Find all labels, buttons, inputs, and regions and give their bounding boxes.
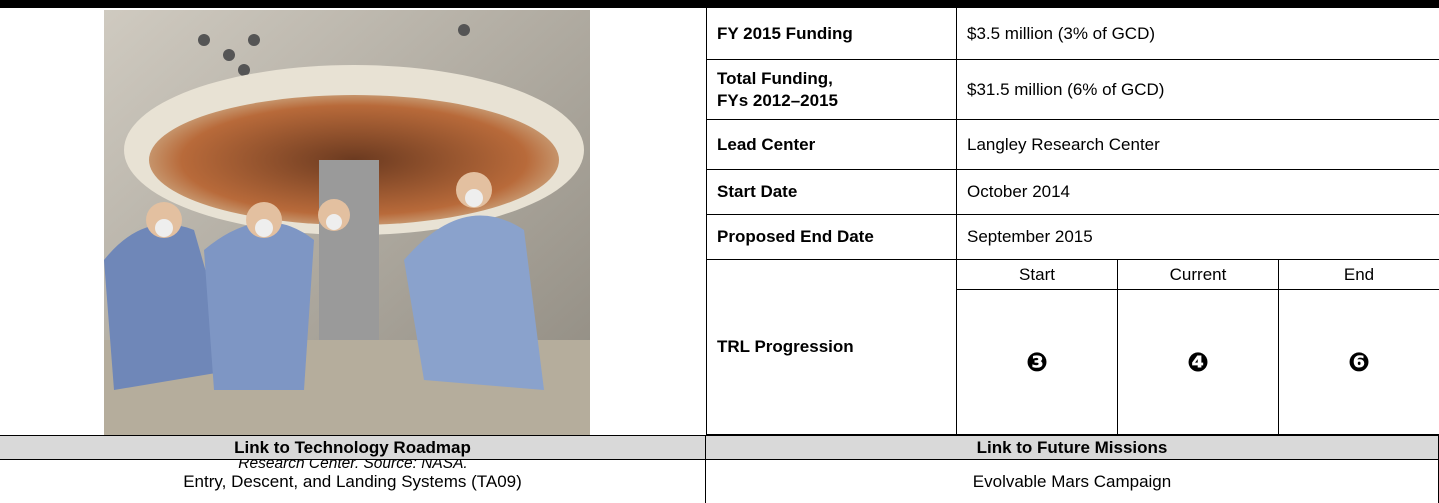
row-value: $31.5 million (6% of GCD) bbox=[957, 60, 1439, 120]
row-label: Proposed End Date bbox=[707, 215, 957, 260]
trl-label: TRL Progression bbox=[707, 260, 957, 435]
row-label: Lead Center bbox=[707, 120, 957, 170]
trl-value: ❹ bbox=[1118, 290, 1279, 435]
link-header: Link to Future Missions bbox=[706, 435, 1439, 460]
trl-header: Start bbox=[957, 260, 1118, 290]
link-value: Evolvable Mars Campaign bbox=[706, 460, 1439, 503]
trl-header: Current bbox=[1118, 260, 1279, 290]
row-label: FY 2015 Funding bbox=[707, 8, 957, 60]
row-label: Start Date bbox=[707, 170, 957, 215]
trl-header: End bbox=[1279, 260, 1439, 290]
row-value: September 2015 bbox=[957, 215, 1439, 260]
trl-value: ❸ bbox=[957, 290, 1118, 435]
photo bbox=[104, 10, 590, 435]
row-value: October 2014 bbox=[957, 170, 1439, 215]
top-bar bbox=[0, 0, 1439, 8]
link-header: Link to Technology Roadmap bbox=[0, 435, 706, 460]
row-label: Total Funding, FYs 2012–2015 bbox=[707, 60, 957, 120]
trl-value: ❻ bbox=[1279, 290, 1439, 435]
link-value: Entry, Descent, and Landing Systems (TA0… bbox=[0, 460, 706, 503]
info-table: FY 2015 Funding $3.5 million (3% of GCD)… bbox=[706, 8, 1439, 435]
row-value: $3.5 million (3% of GCD) bbox=[957, 8, 1439, 60]
row-value: Langley Research Center bbox=[957, 120, 1439, 170]
